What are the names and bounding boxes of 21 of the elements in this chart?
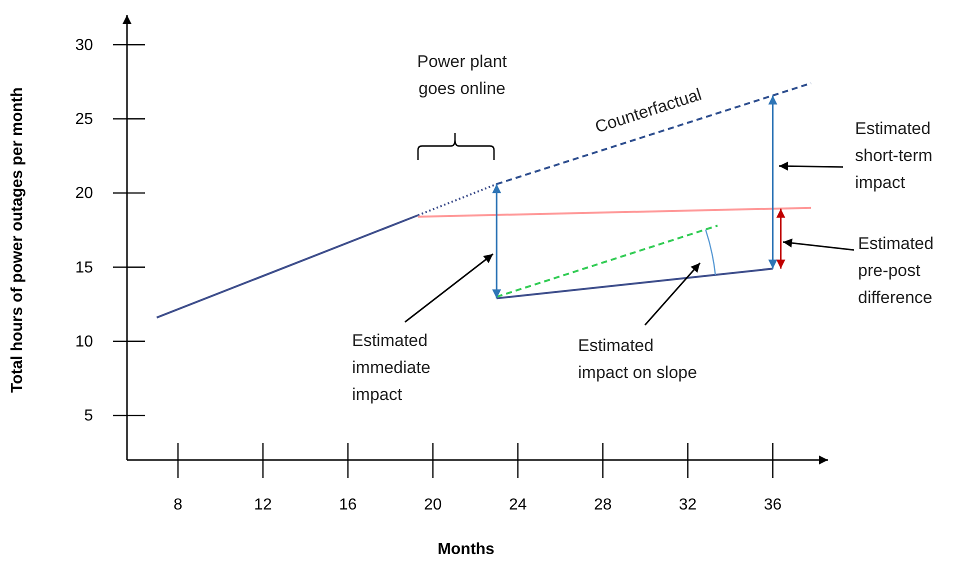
x-tick-label: 28	[594, 496, 612, 514]
y-axis-title: Total hours of power outages per month	[9, 87, 26, 393]
x-tick-label: 16	[339, 496, 357, 514]
x-tick-label: 12	[254, 496, 272, 514]
text: Estimated short-term impact	[855, 119, 932, 192]
x-tick-label: 20	[424, 496, 442, 514]
y-tick-label: 5	[84, 408, 94, 425]
x-tick-label: 32	[678, 496, 697, 514]
y-tick-label: 15	[75, 259, 94, 276]
y-tick-label: 30	[75, 36, 94, 54]
annotation: Estimated immediate impact	[352, 331, 430, 404]
annotation: Power plant goes online	[417, 52, 508, 98]
annotation: Estimated impact on slope	[578, 336, 698, 382]
y-tick-label: 25	[75, 110, 94, 128]
x-axis-title: Months	[438, 541, 495, 558]
y-tick-label: 10	[75, 333, 94, 350]
y-tick-label: 20	[75, 185, 94, 202]
x-tick-label: 36	[764, 496, 782, 514]
x-tick-label: 8	[174, 496, 183, 514]
x-tick-label: 24	[508, 496, 527, 514]
text: Estimated pre-post difference	[858, 234, 934, 307]
